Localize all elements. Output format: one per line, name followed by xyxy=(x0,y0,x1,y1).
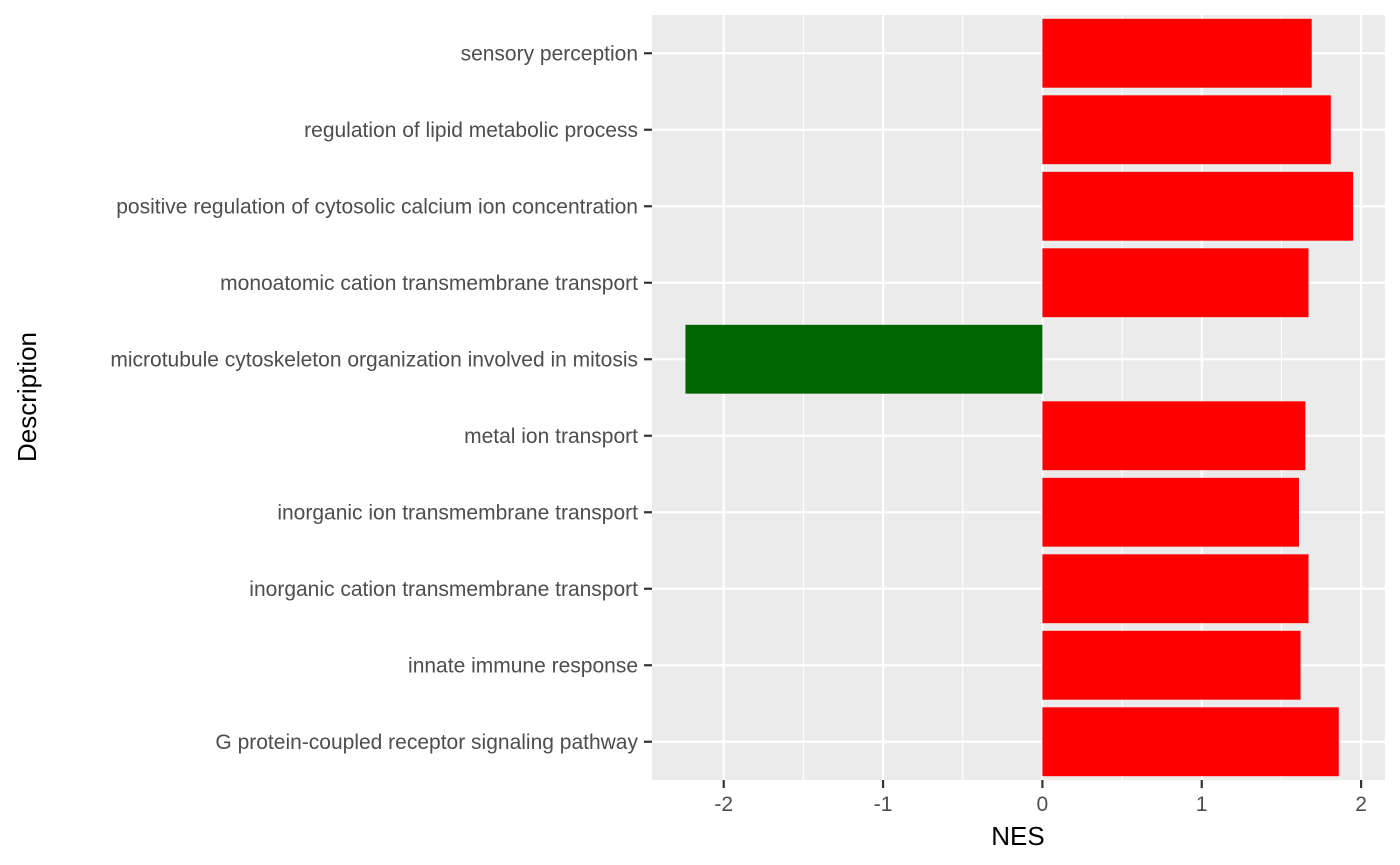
bar xyxy=(1042,401,1306,471)
y-axis-title: Description xyxy=(12,332,42,462)
y-tick-label: inorganic cation transmembrane transport xyxy=(249,578,638,601)
x-axis: -2 -1 0 1 2 xyxy=(714,780,1367,816)
x-tick-label: 1 xyxy=(1196,793,1208,816)
x-tick-label: -2 xyxy=(714,793,733,816)
bar xyxy=(1042,554,1309,624)
y-tick-label: metal ion transport xyxy=(464,425,638,448)
bar xyxy=(1042,630,1301,700)
y-tick-label: monoatomic cation transmembrane transpor… xyxy=(220,272,638,295)
y-axis: sensory perception regulation of lipid me… xyxy=(110,42,652,754)
bar xyxy=(685,324,1043,394)
y-tick-label: sensory perception xyxy=(461,42,638,65)
bar xyxy=(1042,707,1339,777)
bar xyxy=(1042,248,1309,318)
y-tick-label: inorganic ion transmembrane transport xyxy=(277,501,638,524)
x-tick-label: 0 xyxy=(1037,793,1049,816)
y-tick-label: innate immune response xyxy=(408,654,638,677)
x-axis-title: NES xyxy=(991,821,1044,851)
bar xyxy=(1042,18,1312,88)
y-tick-label: regulation of lipid metabolic process xyxy=(304,119,638,142)
x-tick-label: -1 xyxy=(874,793,893,816)
bar xyxy=(1042,171,1354,241)
x-tick-label: 2 xyxy=(1355,793,1367,816)
y-tick-label: positive regulation of cytosolic calcium… xyxy=(116,195,638,218)
y-tick-label: microtubule cytoskeleton organization in… xyxy=(110,348,638,371)
y-tick-label: G protein-coupled receptor signaling pat… xyxy=(215,731,638,754)
bar xyxy=(1042,95,1331,165)
bars xyxy=(685,18,1354,777)
bar xyxy=(1042,477,1299,547)
